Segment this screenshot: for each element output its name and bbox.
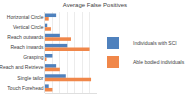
- svg-text:Touch Forehead: Touch Forehead: [7, 85, 43, 91]
- svg-text:Individuals with SCI: Individuals with SCI: [133, 40, 177, 46]
- svg-text:Reach inwards: Reach inwards: [10, 44, 44, 50]
- svg-text:Able bodied individuals: Able bodied individuals: [133, 59, 185, 65]
- svg-text:Vertical Circle: Vertical Circle: [13, 24, 44, 30]
- svg-text:Reach and Retrieve: Reach and Retrieve: [0, 64, 44, 70]
- svg-text:Average False Positives: Average False Positives: [63, 2, 127, 8]
- svg-text:Horizontal Circle: Horizontal Circle: [7, 14, 44, 20]
- svg-text:Reach outwards: Reach outwards: [7, 34, 44, 40]
- svg-text:Single tailor: Single tailor: [17, 75, 43, 81]
- svg-text:Grasping: Grasping: [23, 54, 44, 60]
